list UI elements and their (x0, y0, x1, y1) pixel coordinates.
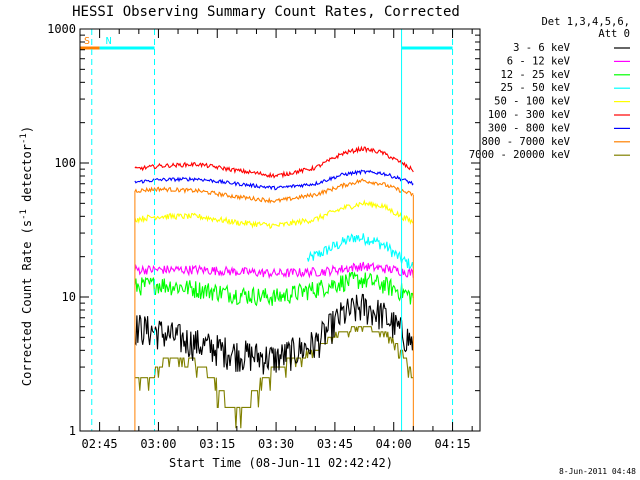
y-tick-label: 10 (62, 290, 76, 304)
flag-label-s: S (84, 36, 90, 47)
y-axis-label-part: ) (20, 126, 34, 133)
legend-entry-label: 50 - 100 keV (494, 96, 571, 108)
flag-label-n: N (106, 36, 112, 47)
legend-entry-label: 6 - 12 keV (507, 55, 571, 67)
legend-entry-label: 7000 - 20000 keV (469, 149, 571, 161)
series-line-5 (134, 199, 414, 230)
x-tick-label: 03:30 (258, 437, 294, 451)
axes: 1 10 100 1000 02:45 03:00 03:15 03:30 03:45 04:00… (47, 22, 481, 451)
series-line-4 (306, 233, 414, 271)
footer-timestamp: 8-Jun-2011 04:48 (559, 467, 636, 476)
series-line-3 (134, 271, 414, 307)
x-tick-label: 03:15 (199, 437, 235, 451)
legend-entry-label: 3 - 6 keV (513, 42, 571, 54)
x-tick-label: 04:00 (376, 437, 412, 451)
legend-entry-label: 25 - 50 keV (500, 82, 570, 94)
chart-title: HESSI Observing Summary Count Rates, Cor… (72, 4, 460, 20)
y-axis-label-superscript: -1 (19, 209, 29, 220)
x-tick-label: 02:45 (82, 437, 118, 451)
series-line-7 (134, 169, 414, 191)
y-axis-label-part: detector (20, 144, 34, 209)
legend-header: Att 0 (598, 28, 630, 40)
y-tick-label: 1 (69, 424, 76, 438)
legend-entry-label: 100 - 300 keV (488, 109, 571, 121)
y-axis-label-part: Corrected Count Rate (s (20, 220, 34, 386)
x-tick-label: 04:15 (434, 437, 470, 451)
x-axis-label: Start Time (08-Jun-11 02:42:42) (169, 456, 393, 470)
x-tick-label: 03:45 (317, 437, 353, 451)
legend-entry-label: 300 - 800 keV (488, 122, 571, 134)
legend-entry-label: 800 - 7000 keV (481, 136, 570, 148)
series-line-1 (134, 293, 414, 375)
x-tick-label: 03:00 (140, 437, 176, 451)
y-tick-label: 1000 (47, 22, 76, 36)
y-axis-label: Corrected Count Rate (s-1 detector-1) (19, 126, 34, 386)
legend-header: Det 1,3,4,5,6, (541, 16, 630, 28)
legend-entry-label: 12 - 25 keV (500, 69, 570, 81)
series-line-2 (134, 261, 414, 280)
series-line-8 (134, 178, 414, 204)
plot-frame (79, 28, 481, 432)
series-line-6 (134, 145, 414, 179)
y-tick-label: 100 (54, 156, 76, 170)
y-axis-label-superscript: -1 (19, 133, 29, 144)
